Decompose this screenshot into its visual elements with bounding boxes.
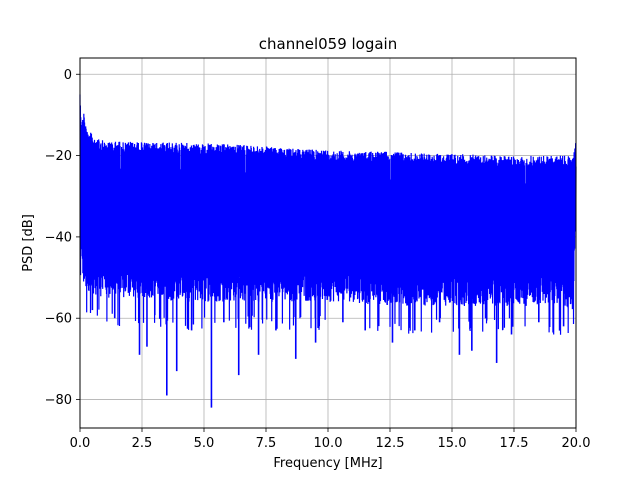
y-tick-label: −40 bbox=[45, 230, 72, 245]
x-tick-label: 10.0 bbox=[314, 436, 343, 451]
x-axis-label: Frequency [MHz] bbox=[273, 456, 382, 471]
x-tick-label: 7.5 bbox=[256, 436, 277, 451]
x-tick-label: 0.0 bbox=[70, 436, 91, 451]
x-tick-label: 12.5 bbox=[376, 436, 405, 451]
chart-title: channel059 logain bbox=[259, 35, 398, 53]
y-axis-label: PSD [dB] bbox=[21, 214, 36, 272]
x-tick-label: 2.5 bbox=[132, 436, 153, 451]
psd-trace bbox=[79, 94, 577, 408]
y-tick-label: −60 bbox=[45, 312, 72, 327]
y-axis-ticks: 0 −20 −40 −60 −80 bbox=[45, 68, 80, 408]
psd-line bbox=[79, 94, 577, 335]
x-tick-label: 15.0 bbox=[438, 436, 467, 451]
y-tick-label: −20 bbox=[45, 149, 72, 164]
x-tick-label: 20.0 bbox=[562, 436, 591, 451]
x-axis-ticks: 0.0 2.5 5.0 7.5 10.0 12.5 15.0 17.5 20.0 bbox=[70, 428, 591, 451]
x-tick-label: 17.5 bbox=[500, 436, 529, 451]
y-tick-label: −80 bbox=[45, 393, 72, 408]
x-tick-label: 5.0 bbox=[194, 436, 215, 451]
y-tick-label: 0 bbox=[64, 68, 72, 83]
